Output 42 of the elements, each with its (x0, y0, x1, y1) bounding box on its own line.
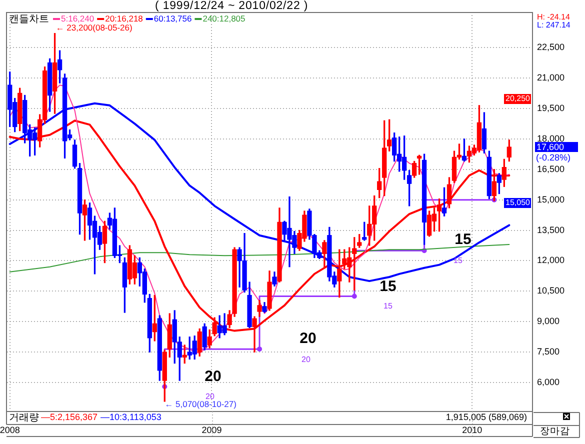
y-tick-label: 6,000 (537, 377, 560, 388)
text: 1,915,005 (589,069) (446, 412, 527, 422)
text: H: -24.14 (537, 12, 570, 22)
y-tick-label: 18,000 (537, 133, 565, 144)
annotation: 20,250 (504, 94, 531, 104)
chart-title: ( 1999/12/24 ~ 2010/02/22 ) (155, 0, 308, 12)
y-tick-label: 12,000 (537, 255, 565, 266)
legend-label: 5:16,240 (61, 13, 94, 24)
text: 장마감 (540, 426, 570, 438)
y-tick-label: 7,500 (537, 346, 560, 357)
text: L: 247.14 (537, 20, 571, 30)
text: 거래량 (9, 412, 39, 424)
legend-title: 캔들차트 (9, 14, 49, 25)
annotation: 20 (204, 368, 222, 386)
x-tick-label: 2008 (0, 424, 20, 435)
text: 17,600 (535, 142, 578, 152)
annotation: 15 (454, 256, 463, 266)
annotation: 20 (302, 355, 311, 364)
legend-label: 240:12,805 (202, 13, 246, 24)
legend-label: 20:16,218 (105, 13, 144, 24)
annotation: 15 (384, 302, 393, 311)
legend-label: 60:13,756 (154, 13, 192, 24)
x-tick-label: 2010 (462, 424, 482, 435)
annotation: ← 5,070(08-10-27) (164, 398, 237, 409)
y-tick-label: 10,500 (537, 286, 565, 296)
text: —5:2,156,367 (41, 412, 98, 422)
text: —10:3,113,053 (100, 412, 162, 422)
y-tick-label: 21,000 (537, 72, 565, 82)
y-tick-label: 9,000 (537, 316, 560, 326)
annotation: ← 23,200(08-05-26) (56, 22, 133, 33)
annotation: 15 (380, 278, 396, 296)
y-tick-label: 13,500 (537, 224, 565, 235)
annotation: 20 (300, 330, 316, 348)
annotation: 15,050 (504, 198, 531, 208)
text: (-0.28%) (536, 152, 571, 162)
annotation: 20 (206, 392, 215, 402)
y-tick-label: 15,000 (537, 194, 565, 204)
y-tick-label: 19,500 (537, 102, 565, 113)
y-tick-label: 22,500 (537, 42, 565, 52)
annotation: 15 (454, 231, 472, 248)
x-tick-label: 2009 (202, 424, 222, 435)
y-tick-label: 16,500 (537, 164, 565, 174)
